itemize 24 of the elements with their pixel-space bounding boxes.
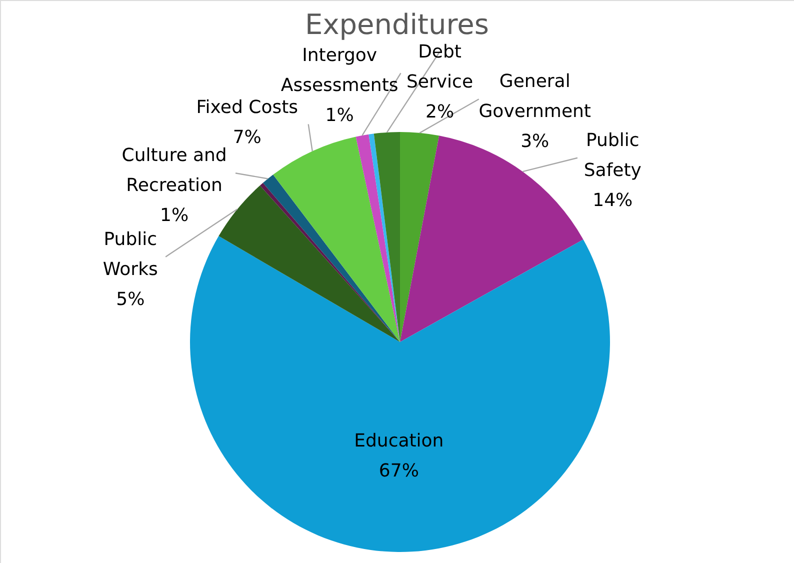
data-label: 67% bbox=[378, 460, 419, 482]
data-label: 2% bbox=[425, 102, 454, 123]
slice-label: Public Safety bbox=[584, 130, 642, 181]
slice-label: Public Works bbox=[102, 228, 158, 280]
slice-label: Fixed Costs bbox=[196, 97, 298, 118]
data-label: 7% bbox=[232, 127, 262, 148]
data-label: 1% bbox=[325, 105, 354, 126]
data-label: 1% bbox=[160, 205, 189, 226]
pie-slice bbox=[368, 134, 400, 342]
chart-title: Expenditures bbox=[305, 8, 489, 41]
slice-label: Intergov Assessments bbox=[280, 45, 398, 96]
pie-slice bbox=[356, 134, 400, 342]
slice-label: Culture and Recreation bbox=[122, 145, 227, 196]
data-label: 5% bbox=[116, 288, 145, 310]
data-label: 3% bbox=[520, 131, 550, 152]
slice-label: Education bbox=[354, 430, 444, 452]
data-label: 14% bbox=[592, 190, 633, 211]
pie-slice bbox=[400, 136, 584, 342]
pie-slice bbox=[273, 136, 400, 342]
pie-slice bbox=[190, 236, 610, 552]
pie-slice bbox=[374, 132, 400, 342]
slice-label: Debt Service bbox=[406, 42, 474, 93]
slice-label: General Government bbox=[478, 71, 591, 122]
pie-slice bbox=[400, 132, 440, 342]
